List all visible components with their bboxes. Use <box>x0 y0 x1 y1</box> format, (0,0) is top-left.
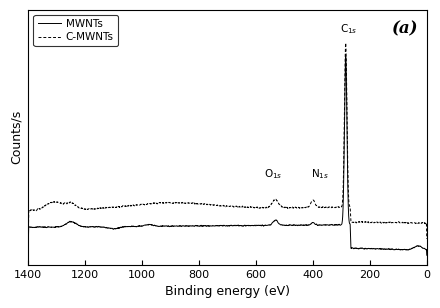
MWNTs <box>424 253 429 257</box>
C-MWNTs <box>343 41 348 45</box>
C-MWNTs <box>392 221 397 225</box>
Line: C-MWNTs: C-MWNTs <box>28 43 427 239</box>
Text: N$_{1s}$: N$_{1s}$ <box>312 167 330 180</box>
MWNTs <box>412 245 417 249</box>
MWNTs <box>215 224 220 228</box>
C-MWNTs <box>26 235 31 239</box>
MWNTs <box>196 224 202 228</box>
C-MWNTs <box>215 204 220 207</box>
C-MWNTs <box>315 205 320 209</box>
Text: (a): (a) <box>392 20 418 37</box>
Y-axis label: Counts/s: Counts/s <box>10 110 23 164</box>
MWNTs <box>315 223 320 227</box>
C-MWNTs <box>412 221 417 225</box>
Line: MWNTs: MWNTs <box>28 56 427 255</box>
Text: O$_{1s}$: O$_{1s}$ <box>264 167 282 180</box>
C-MWNTs <box>196 202 202 206</box>
MWNTs <box>193 224 198 227</box>
MWNTs <box>26 244 31 247</box>
C-MWNTs <box>424 237 429 241</box>
MWNTs <box>343 55 348 58</box>
X-axis label: Binding energy (eV): Binding energy (eV) <box>165 285 290 298</box>
Legend: MWNTs, C-MWNTs: MWNTs, C-MWNTs <box>33 15 118 47</box>
MWNTs <box>392 248 397 252</box>
Text: C$_{1s}$: C$_{1s}$ <box>340 22 358 36</box>
C-MWNTs <box>193 201 198 205</box>
